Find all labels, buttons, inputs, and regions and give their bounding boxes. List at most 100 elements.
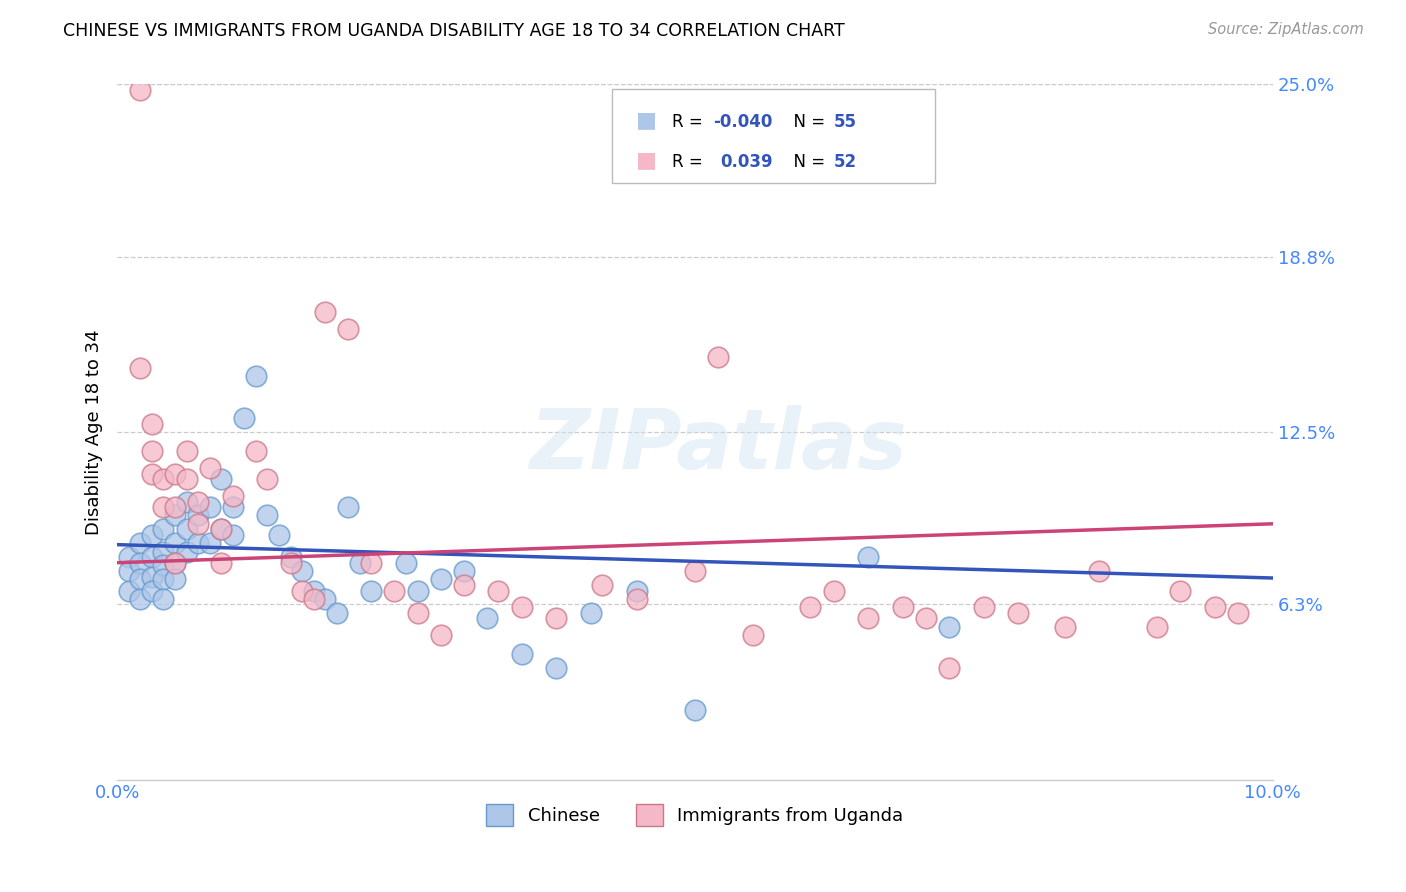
- Point: [198, 500, 221, 515]
- Text: ■: ■: [636, 110, 657, 129]
- Point: [187, 494, 209, 508]
- Point: [141, 528, 163, 542]
- Point: [302, 591, 325, 606]
- Point: [683, 564, 706, 578]
- Point: [314, 591, 336, 606]
- Point: [222, 489, 245, 503]
- Point: [163, 467, 186, 481]
- Point: [198, 536, 221, 550]
- Point: [579, 606, 602, 620]
- Point: [129, 361, 152, 376]
- Point: [176, 472, 198, 486]
- Point: [429, 628, 451, 642]
- Point: [799, 600, 821, 615]
- Point: [453, 564, 475, 578]
- Text: N =: N =: [783, 153, 831, 171]
- Text: ZIPatlas: ZIPatlas: [529, 406, 907, 486]
- Point: [453, 578, 475, 592]
- Text: R =: R =: [672, 153, 713, 171]
- Text: N =: N =: [783, 113, 831, 131]
- Point: [176, 494, 198, 508]
- Point: [129, 536, 152, 550]
- Point: [118, 550, 141, 565]
- Point: [209, 522, 232, 536]
- Point: [546, 611, 568, 625]
- Point: [233, 411, 256, 425]
- Text: 52: 52: [834, 153, 856, 171]
- Y-axis label: Disability Age 18 to 34: Disability Age 18 to 34: [86, 329, 103, 535]
- Point: [1088, 564, 1111, 578]
- Point: [152, 522, 174, 536]
- Point: [129, 591, 152, 606]
- Point: [314, 305, 336, 319]
- Point: [510, 648, 533, 662]
- Point: [546, 661, 568, 675]
- Point: [325, 606, 347, 620]
- Point: [1007, 606, 1029, 620]
- Point: [187, 516, 209, 531]
- Point: [384, 583, 406, 598]
- Point: [1227, 606, 1250, 620]
- Point: [291, 583, 314, 598]
- Text: Source: ZipAtlas.com: Source: ZipAtlas.com: [1208, 22, 1364, 37]
- Point: [626, 583, 648, 598]
- Point: [129, 556, 152, 570]
- Text: 55: 55: [834, 113, 856, 131]
- Text: ■: ■: [636, 150, 657, 169]
- Point: [429, 573, 451, 587]
- Point: [267, 528, 290, 542]
- Point: [163, 500, 186, 515]
- Point: [256, 472, 278, 486]
- Text: 0.039: 0.039: [720, 153, 772, 171]
- Point: [349, 556, 371, 570]
- Point: [187, 508, 209, 523]
- Point: [592, 578, 614, 592]
- Point: [118, 583, 141, 598]
- Point: [118, 564, 141, 578]
- Point: [510, 600, 533, 615]
- Point: [129, 83, 152, 97]
- Point: [198, 461, 221, 475]
- Point: [209, 556, 232, 570]
- Text: -0.040: -0.040: [713, 113, 772, 131]
- Point: [256, 508, 278, 523]
- Point: [488, 583, 510, 598]
- Point: [337, 322, 360, 336]
- Point: [1146, 620, 1168, 634]
- Point: [163, 508, 186, 523]
- Point: [360, 556, 382, 570]
- Point: [938, 620, 960, 634]
- Point: [1053, 620, 1076, 634]
- Point: [129, 573, 152, 587]
- Point: [163, 573, 186, 587]
- Point: [475, 611, 498, 625]
- Point: [152, 558, 174, 573]
- Point: [395, 556, 418, 570]
- Point: [163, 536, 186, 550]
- Point: [683, 703, 706, 717]
- Point: [176, 544, 198, 558]
- Point: [406, 583, 429, 598]
- Point: [1204, 600, 1226, 615]
- Point: [406, 606, 429, 620]
- Point: [152, 500, 174, 515]
- Point: [337, 500, 360, 515]
- Point: [141, 550, 163, 565]
- Point: [163, 556, 186, 570]
- Point: [209, 472, 232, 486]
- Point: [176, 522, 198, 536]
- Text: R =: R =: [672, 113, 709, 131]
- Point: [302, 583, 325, 598]
- Point: [152, 472, 174, 486]
- Point: [141, 444, 163, 458]
- Point: [707, 350, 730, 364]
- Point: [187, 536, 209, 550]
- Point: [938, 661, 960, 675]
- Point: [141, 569, 163, 583]
- Point: [280, 550, 302, 565]
- Point: [141, 417, 163, 431]
- Point: [176, 444, 198, 458]
- Point: [291, 564, 314, 578]
- Point: [141, 467, 163, 481]
- Point: [858, 550, 880, 565]
